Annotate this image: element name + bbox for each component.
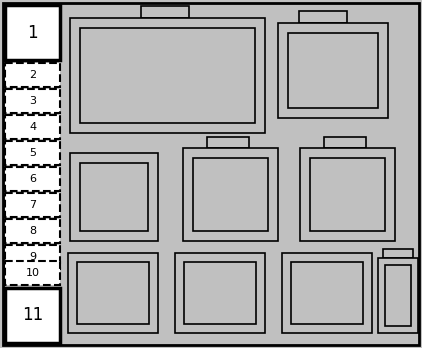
Bar xyxy=(5,193,60,217)
Text: 1: 1 xyxy=(27,24,38,41)
Text: 6: 6 xyxy=(29,174,36,184)
Bar xyxy=(299,11,347,23)
Bar xyxy=(184,262,256,324)
Bar xyxy=(291,262,363,324)
Text: 3: 3 xyxy=(29,96,36,106)
Bar xyxy=(207,137,249,148)
Bar xyxy=(193,158,268,231)
Text: 7: 7 xyxy=(29,200,36,210)
Text: 2: 2 xyxy=(29,70,36,80)
Bar xyxy=(5,141,60,165)
Bar xyxy=(183,148,278,241)
Bar xyxy=(5,245,60,269)
Bar xyxy=(70,153,158,241)
Text: 8: 8 xyxy=(29,226,36,236)
Bar xyxy=(5,288,60,343)
Text: 9: 9 xyxy=(29,252,36,262)
Text: 10: 10 xyxy=(25,268,40,278)
Bar xyxy=(278,23,388,118)
Bar xyxy=(141,6,189,18)
Bar xyxy=(5,115,60,139)
Bar xyxy=(5,63,60,87)
Bar xyxy=(282,253,372,333)
Bar xyxy=(68,253,158,333)
Bar xyxy=(70,18,265,133)
Bar xyxy=(175,253,265,333)
Bar xyxy=(5,219,60,243)
Text: 11: 11 xyxy=(22,307,43,324)
Bar xyxy=(310,158,385,231)
Bar xyxy=(5,5,60,60)
Text: 5: 5 xyxy=(29,148,36,158)
Bar xyxy=(80,28,255,123)
Bar xyxy=(5,89,60,113)
Bar xyxy=(385,265,411,326)
Bar xyxy=(383,249,413,258)
Bar xyxy=(5,261,60,285)
Bar xyxy=(378,258,418,333)
Bar xyxy=(80,163,148,231)
Bar xyxy=(288,33,378,108)
Bar xyxy=(5,167,60,191)
Text: 4: 4 xyxy=(29,122,36,132)
Bar xyxy=(324,137,366,148)
Bar xyxy=(300,148,395,241)
Bar xyxy=(77,262,149,324)
